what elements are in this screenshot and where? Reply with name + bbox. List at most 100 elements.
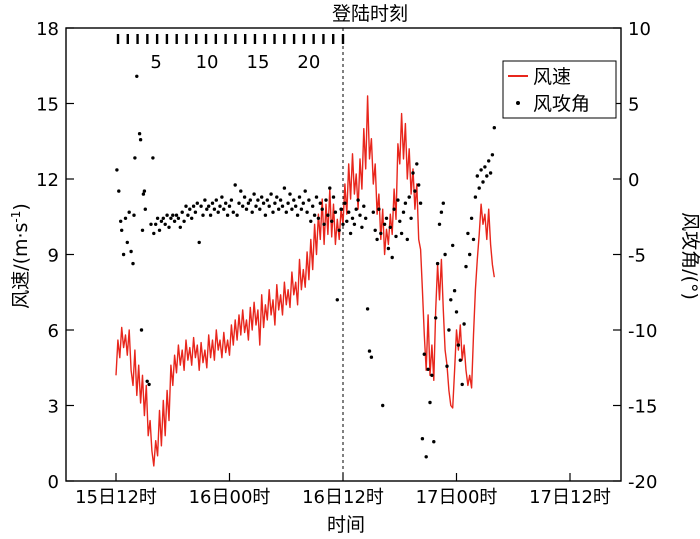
attack-angle-point	[488, 171, 493, 175]
attack-angle-point	[365, 307, 370, 311]
attack-angle-point	[121, 252, 126, 257]
attack-angle-point	[445, 364, 449, 368]
attack-angle-point	[435, 261, 440, 266]
attack-angle-point	[250, 210, 254, 214]
y-right-tick-label: -5	[628, 246, 646, 267]
attack-angle-point	[207, 204, 211, 208]
attack-angle-point	[133, 156, 137, 160]
legend-box	[502, 60, 617, 119]
attack-angle-point	[481, 180, 485, 184]
attack-angle-point	[426, 367, 430, 371]
attack-angle-point	[415, 162, 419, 166]
attack-angle-point	[401, 210, 406, 214]
attack-angle-point	[454, 310, 459, 314]
attack-angle-point	[248, 198, 252, 202]
attack-angle-point	[231, 210, 235, 214]
attack-angle-point	[341, 222, 345, 226]
attack-angle-point	[447, 328, 451, 332]
attack-angle-point	[120, 228, 124, 232]
attack-angle-point	[227, 204, 232, 208]
attack-angle-point	[172, 219, 177, 223]
attack-angle-point	[460, 382, 464, 387]
attack-angle-point	[339, 207, 343, 211]
attack-angle-point	[138, 138, 143, 142]
attack-angle-point	[443, 252, 447, 257]
top-tick-label: 20	[297, 52, 320, 73]
attack-angle-point	[205, 207, 209, 211]
y-right-tick-label: -15	[628, 397, 657, 418]
attack-angle-point	[135, 74, 139, 79]
attack-angle-point	[190, 216, 194, 220]
legend: 风速 风攻角	[502, 60, 617, 119]
attack-angle-point	[369, 355, 374, 359]
y-right-tick-label: -10	[628, 321, 657, 342]
series-wind-speed-line	[115, 95, 495, 467]
attack-angle-point	[324, 198, 328, 202]
attack-angle-point	[316, 216, 321, 220]
attack-angle-point	[483, 165, 487, 169]
attack-angle-point	[149, 222, 153, 226]
attack-angle-point	[303, 189, 307, 193]
attack-angle-point	[265, 198, 269, 202]
attack-angle-point	[216, 210, 220, 214]
attack-angle-point	[199, 204, 203, 208]
attack-angle-point	[434, 316, 438, 320]
top-tick-labels: 5 10 15 20	[150, 52, 320, 73]
attack-angle-point	[413, 189, 417, 193]
attack-angle-point	[358, 213, 362, 217]
attack-angle-point	[161, 216, 165, 220]
attack-angle-point	[360, 225, 364, 229]
x-tick-label: 17日00时	[416, 487, 498, 508]
attack-angle-point	[382, 222, 387, 226]
attack-angle-point	[132, 213, 136, 217]
attack-angle-point	[485, 174, 489, 178]
attack-angle-point	[288, 192, 292, 196]
attack-angle-point	[235, 213, 239, 217]
attack-angle-point	[490, 153, 495, 157]
attack-angle-point	[390, 255, 394, 260]
x-tick-label: 16日00时	[189, 487, 271, 508]
attack-angle-point	[475, 174, 479, 178]
attack-angle-point	[384, 216, 389, 220]
attack-angle-point	[218, 204, 222, 208]
attack-angle-point	[411, 171, 415, 175]
attack-angle-point	[326, 213, 330, 217]
y-left-axis-label: 风速/(m·s-1)	[9, 203, 32, 309]
attack-angle-point	[356, 198, 360, 202]
attack-angle-point	[280, 204, 285, 208]
attack-angle-point	[212, 207, 217, 211]
attack-angle-point	[273, 201, 277, 205]
attack-angle-point	[345, 219, 349, 223]
attack-angle-point	[428, 400, 432, 405]
attack-angle-point	[371, 210, 375, 214]
attack-angle-point	[458, 358, 462, 362]
attack-angle-point	[163, 222, 167, 226]
attack-angle-point	[224, 201, 228, 205]
x-axis-label: 时间	[327, 514, 365, 536]
attack-angle-point	[350, 216, 355, 220]
attack-angle-point	[449, 298, 453, 302]
attack-angle-point	[312, 213, 317, 217]
attack-angle-point	[348, 231, 353, 236]
attack-angle-point	[129, 249, 133, 254]
attack-angle-point	[186, 213, 190, 217]
series-layer	[115, 74, 496, 467]
top-tick-marks	[116, 34, 345, 44]
attack-angle-point	[337, 228, 341, 232]
y-left-tick-label: 0	[48, 472, 59, 493]
attack-angle-point	[322, 222, 326, 226]
attack-angle-point	[417, 183, 421, 187]
attack-angle-point	[386, 246, 391, 251]
attack-angle-point	[191, 204, 196, 208]
attack-angle-point	[278, 198, 283, 202]
y-left-axis-label-tail: )	[10, 203, 32, 210]
attack-angle-point	[275, 195, 279, 199]
attack-angle-point	[375, 237, 379, 242]
attack-angle-point	[420, 437, 425, 441]
y-right-tick-label: 10	[628, 19, 651, 40]
attack-angle-point	[139, 328, 144, 332]
attack-angle-point	[193, 210, 198, 214]
attack-angle-point	[451, 243, 455, 248]
attack-angle-point	[115, 168, 119, 172]
top-tick-label: 15	[247, 52, 270, 73]
